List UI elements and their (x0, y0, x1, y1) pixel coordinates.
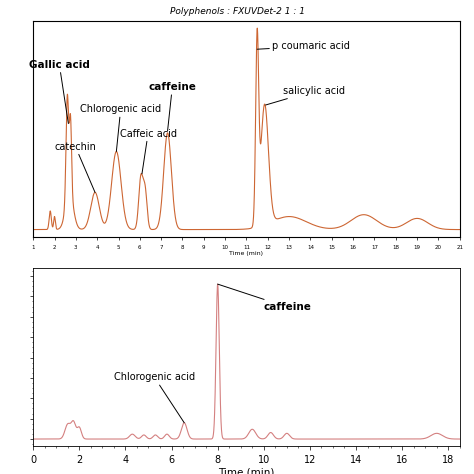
Text: salicylic acid: salicylic acid (265, 86, 345, 105)
Text: catechin: catechin (55, 142, 96, 192)
Text: Gallic acid: Gallic acid (29, 60, 90, 124)
Text: Caffeic acid: Caffeic acid (119, 128, 177, 174)
Text: caffeine: caffeine (148, 82, 196, 131)
Text: caffeine: caffeine (218, 284, 311, 312)
Text: Polyphenols : FXUVDet-2 1 : 1: Polyphenols : FXUVDet-2 1 : 1 (170, 7, 304, 16)
X-axis label: Time (min): Time (min) (219, 467, 274, 474)
X-axis label: Time (min): Time (min) (229, 251, 264, 256)
Text: Chlorogenic acid: Chlorogenic acid (80, 104, 161, 152)
Text: p coumaric acid: p coumaric acid (257, 41, 350, 51)
Text: Chlorogenic acid: Chlorogenic acid (114, 373, 195, 423)
